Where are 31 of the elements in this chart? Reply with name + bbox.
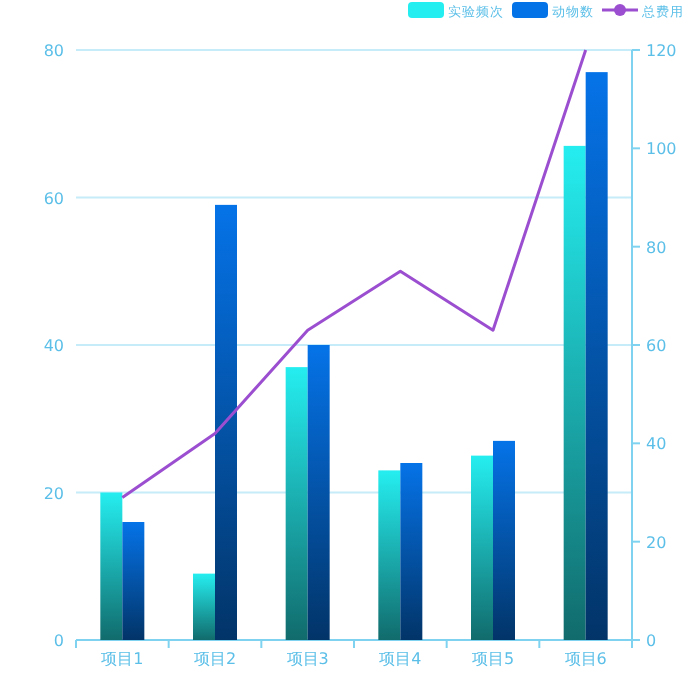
x-tick-label: 项目6 — [564, 650, 607, 668]
y-tick-label: 80 — [43, 42, 64, 60]
bar — [307, 345, 330, 640]
bar — [585, 72, 608, 640]
y2-tick-label: 60 — [646, 337, 667, 355]
bar — [122, 522, 145, 640]
bar — [493, 440, 515, 640]
y2-tick-label: 120 — [646, 42, 677, 60]
bar — [285, 367, 308, 640]
x-tick-label: 项目2 — [193, 650, 237, 668]
bar — [378, 470, 401, 640]
bar — [471, 455, 493, 640]
y-tick-label: 60 — [43, 189, 64, 208]
bar — [215, 204, 237, 640]
y-tick-label: 40 — [43, 337, 64, 355]
y2-tick-label: 0 — [646, 632, 657, 650]
x-tick-label: 项目5 — [471, 650, 515, 668]
y2-tick-label: 100 — [646, 140, 677, 159]
y2-tick-label: 40 — [646, 435, 667, 454]
x-tick-label: 项目1 — [101, 650, 144, 668]
bar — [193, 573, 215, 640]
y2-tick-label: 80 — [646, 238, 667, 257]
x-tick-label: 项目4 — [379, 650, 422, 668]
y-tick-label: 0 — [53, 632, 64, 650]
bar — [100, 492, 123, 640]
y-tick-label: 20 — [43, 484, 64, 503]
bar — [400, 463, 423, 640]
x-tick-label: 项目3 — [286, 650, 329, 668]
y2-tick-label: 20 — [646, 533, 667, 552]
bar — [563, 145, 586, 640]
line-series — [120, 48, 588, 499]
